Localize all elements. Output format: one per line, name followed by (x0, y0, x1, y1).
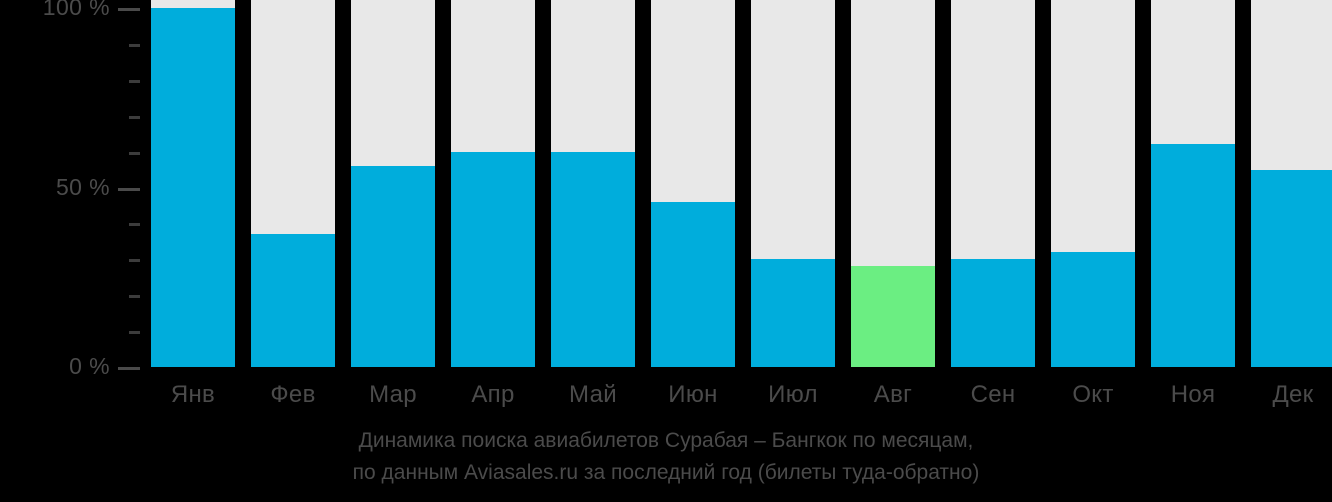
bar-column[interactable] (1151, 0, 1235, 367)
bar-column[interactable] (851, 0, 935, 367)
x-axis-label-май: Май (569, 381, 617, 408)
y-axis-minor-tick (129, 115, 140, 119)
bar-column[interactable] (751, 0, 835, 367)
x-axis-label-июн: Июн (668, 381, 718, 408)
x-axis-label-ноя: Ноя (1170, 381, 1216, 408)
bar-column[interactable] (351, 0, 435, 367)
bar-column[interactable] (151, 0, 235, 367)
bar-column[interactable] (1051, 0, 1135, 367)
x-axis-label-авг: Авг (873, 381, 913, 408)
bar-июн[interactable] (651, 201, 735, 367)
chart-caption: Динамика поиска авиабилетов Сурабая – Ба… (0, 425, 1332, 489)
x-axis-label-янв: Янв (170, 381, 216, 408)
y-axis-minor-tick (129, 151, 140, 155)
y-axis-minor-tick (129, 259, 140, 263)
plot-area (151, 0, 1332, 367)
bar-дек[interactable] (1251, 169, 1332, 367)
bar-авг[interactable] (851, 266, 935, 367)
y-axis-minor-tick (129, 223, 140, 227)
caption-line-1: Динамика поиска авиабилетов Сурабая – Ба… (358, 429, 974, 452)
bar-окт[interactable] (1051, 252, 1135, 367)
bar-мар[interactable] (351, 165, 435, 367)
y-axis-label: 100 % (42, 0, 110, 20)
bar-июл[interactable] (751, 259, 835, 367)
x-axis-label-фев: Фев (270, 381, 316, 408)
y-axis-label: 50 % (55, 173, 110, 200)
bar-column[interactable] (951, 0, 1035, 367)
x-axis-label-окт: Окт (1072, 381, 1114, 408)
x-axis-label-сен: Сен (970, 381, 1016, 408)
x-axis-label-мар: Мар (369, 381, 417, 408)
bar-янв[interactable] (151, 8, 235, 367)
x-axis: Янв Фев Мар Апр Май Июн Июл Авг Сен Окт Ноя Дек (0, 367, 1332, 422)
x-axis-label-июл: Июл (768, 381, 818, 408)
y-axis-minor-tick (129, 331, 140, 335)
y-axis-major-tick (118, 187, 140, 191)
bar-column[interactable] (451, 0, 535, 367)
bar-май[interactable] (551, 151, 635, 367)
bar-column[interactable] (251, 0, 335, 367)
y-axis-major-tick (118, 8, 140, 11)
y-axis-minor-tick (129, 79, 140, 83)
bar-column[interactable] (651, 0, 735, 367)
bar-сен[interactable] (951, 259, 1035, 367)
y-axis: 100 % 50 % 0 % (0, 0, 151, 400)
y-axis-minor-tick (129, 295, 140, 299)
x-axis-label-дек: Дек (1272, 381, 1314, 408)
bar-фев[interactable] (251, 234, 335, 367)
caption-line-2: по данным Aviasales.ru за последний год … (352, 461, 980, 484)
bar-column[interactable] (551, 0, 635, 367)
y-axis-label: 0 % (69, 353, 110, 379)
x-axis-label-апр: Апр (471, 381, 515, 408)
y-axis-minor-tick (129, 43, 140, 47)
y-axis-major-tick (118, 367, 140, 370)
bar-ноя[interactable] (1151, 144, 1235, 367)
bar-апр[interactable] (451, 151, 535, 367)
bar-column[interactable] (1251, 0, 1332, 367)
